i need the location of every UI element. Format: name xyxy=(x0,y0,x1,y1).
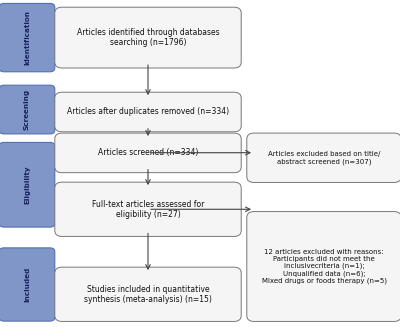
FancyBboxPatch shape xyxy=(0,248,55,321)
Text: Included: Included xyxy=(24,267,30,302)
Text: Screening: Screening xyxy=(24,89,30,130)
Text: Articles screened (n=334): Articles screened (n=334) xyxy=(98,148,198,157)
FancyBboxPatch shape xyxy=(247,212,400,321)
Text: Eligibility: Eligibility xyxy=(24,165,30,204)
Text: Articles identified through databases
searching (n=1796): Articles identified through databases se… xyxy=(77,28,219,47)
Text: Studies included in quantitative
synthesis (meta-analysis) (n=15): Studies included in quantitative synthes… xyxy=(84,284,212,304)
FancyBboxPatch shape xyxy=(55,133,241,173)
FancyBboxPatch shape xyxy=(247,133,400,182)
FancyBboxPatch shape xyxy=(55,267,241,321)
FancyBboxPatch shape xyxy=(0,85,55,134)
Text: Articles after duplicates removed (n=334): Articles after duplicates removed (n=334… xyxy=(67,108,229,116)
FancyBboxPatch shape xyxy=(55,7,241,68)
Text: 12 articles excluded with reasons:
Participants did not meet the
inclusivecriter: 12 articles excluded with reasons: Parti… xyxy=(262,249,386,284)
Text: Full-text articles assessed for
eligibility (n=27): Full-text articles assessed for eligibil… xyxy=(92,199,204,219)
FancyBboxPatch shape xyxy=(0,4,55,72)
Text: Articles excluded based on title/
abstract screened (n=307): Articles excluded based on title/ abstra… xyxy=(268,151,380,164)
FancyBboxPatch shape xyxy=(55,92,241,132)
FancyBboxPatch shape xyxy=(55,182,241,236)
Text: Identification: Identification xyxy=(24,10,30,65)
FancyBboxPatch shape xyxy=(0,143,55,227)
